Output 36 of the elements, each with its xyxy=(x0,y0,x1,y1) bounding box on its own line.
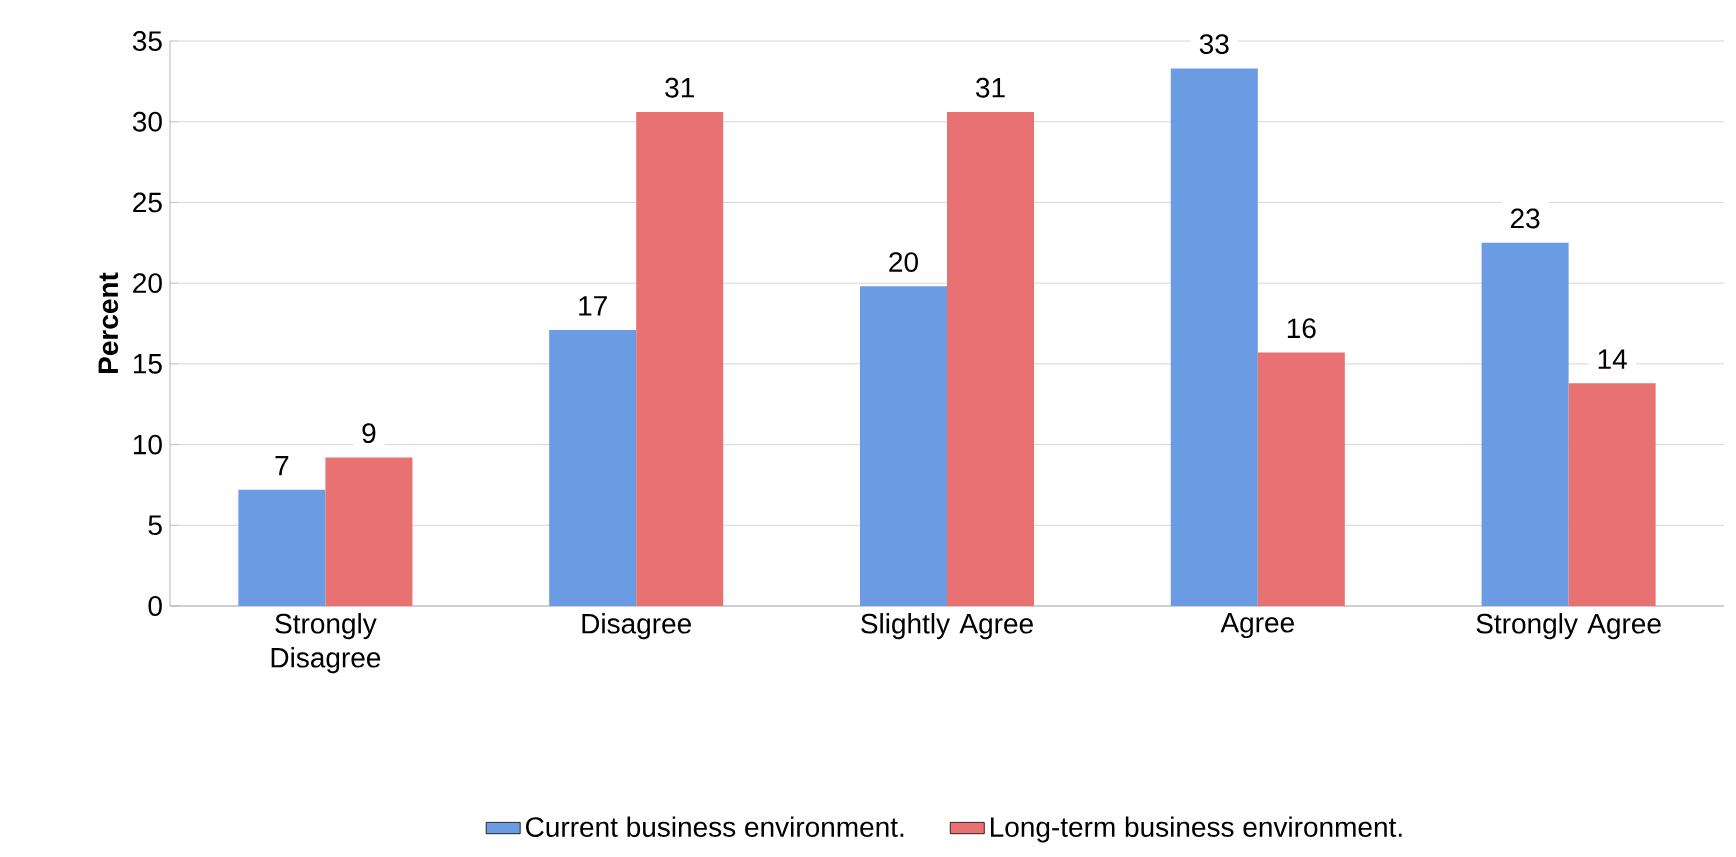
bar xyxy=(859,286,947,606)
data-label: 14 xyxy=(1598,349,1627,369)
data-label: 16 xyxy=(1287,318,1316,339)
legend-label: Long-term business environment. xyxy=(990,816,1402,843)
legend-label: Current business environment. xyxy=(526,816,904,837)
y-tick-label: 5 xyxy=(148,515,162,536)
bar xyxy=(636,112,724,606)
bar xyxy=(325,457,413,606)
x-tick-label: Agree xyxy=(1220,613,1294,639)
y-tick-label: 30 xyxy=(132,111,162,132)
y-tick-label: 0 xyxy=(148,596,162,616)
y-tick-label: 15 xyxy=(133,354,162,374)
y-tick-label: 10 xyxy=(133,434,162,455)
y-tick-label: 35 xyxy=(132,31,162,51)
bar xyxy=(549,329,637,606)
y-tick-label: 25 xyxy=(133,192,162,213)
y-tick-label: 20 xyxy=(133,273,162,294)
bar xyxy=(1481,242,1569,606)
x-tick-label: Strongly Disagree xyxy=(271,613,381,674)
bar xyxy=(1257,352,1345,606)
data-label: 20 xyxy=(889,252,918,272)
data-label: 23 xyxy=(1510,208,1540,229)
y-axis-title: Percent xyxy=(98,272,119,373)
bar xyxy=(1568,383,1656,606)
data-label: 31 xyxy=(976,77,1005,98)
data-label: 31 xyxy=(665,77,694,98)
x-tick-label: Disagree xyxy=(582,613,691,640)
bar xyxy=(1170,68,1258,606)
bar xyxy=(238,489,326,606)
data-label: 33 xyxy=(1199,34,1229,55)
data-label: 7 xyxy=(275,456,289,476)
x-tick-label: Slightly Agree xyxy=(861,613,1033,640)
bar xyxy=(947,112,1035,606)
data-label: 17 xyxy=(579,296,607,316)
data-label: 9 xyxy=(362,423,376,444)
x-tick-label: Strongly Agree xyxy=(1476,613,1661,640)
